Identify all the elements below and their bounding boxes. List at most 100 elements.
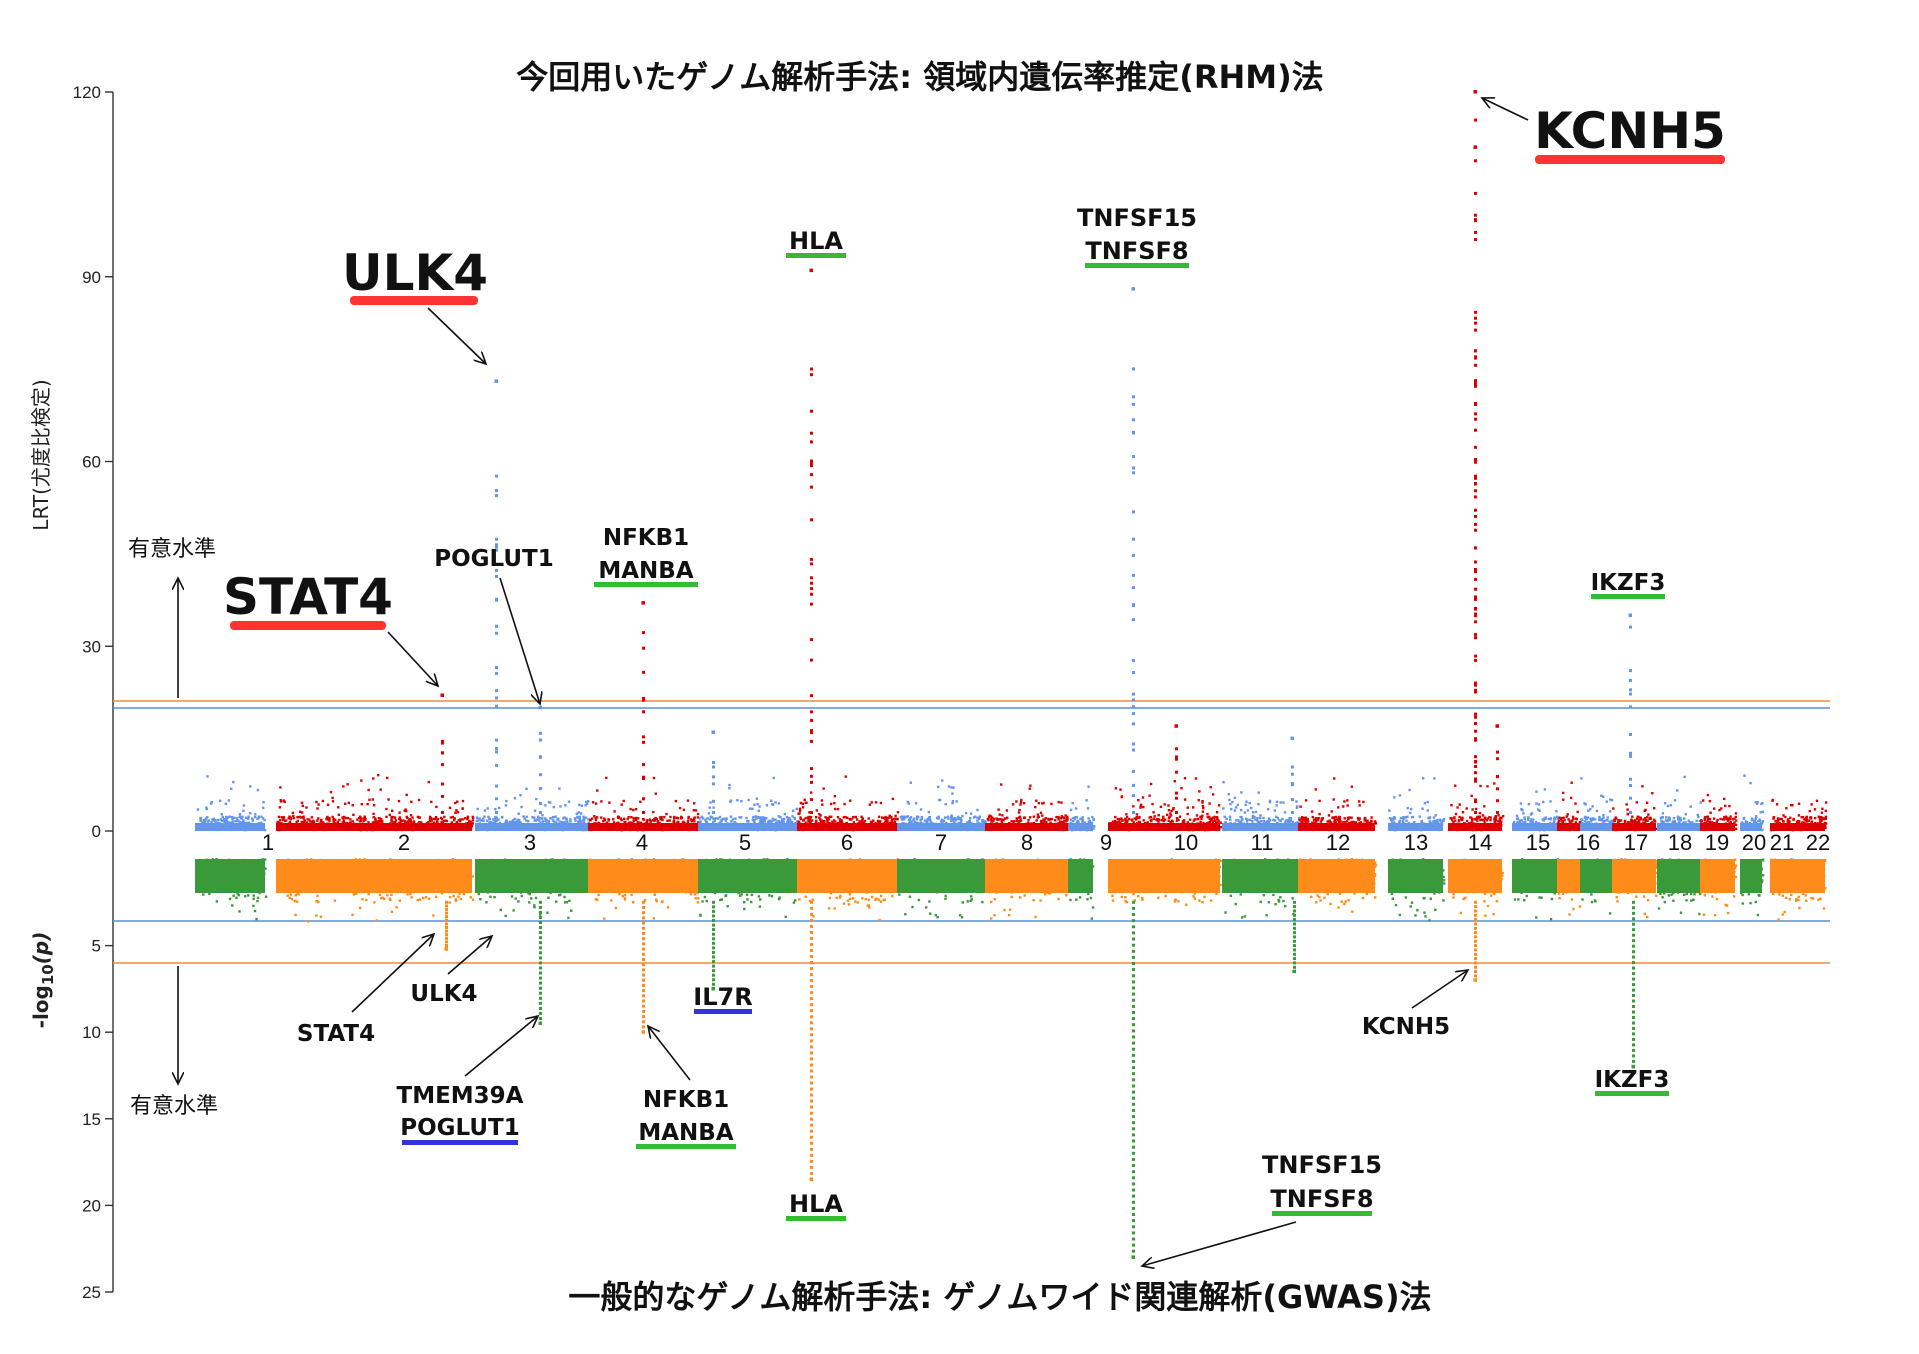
rhm-point: [907, 818, 911, 821]
rhm-point: [577, 820, 580, 823]
rhm-point: [1733, 817, 1736, 820]
rhm-point: [308, 818, 311, 821]
rhm-point: [1041, 802, 1044, 805]
gwas-points: [195, 858, 1827, 1259]
rhm-point: [777, 815, 780, 818]
rhm-peak-point: [1132, 604, 1135, 608]
rhm-point: [1744, 821, 1748, 824]
rhm-density-band: [1700, 823, 1735, 831]
rhm-point: [1258, 820, 1261, 824]
rhm-point: [655, 817, 658, 821]
rhm-point: [760, 821, 763, 824]
rhm-point: [937, 785, 940, 789]
rhm-point: [1483, 805, 1486, 808]
rhm-point: [1363, 816, 1367, 820]
rhm-point: [602, 819, 605, 823]
rhm-point: [420, 821, 423, 824]
rhm-point: [1500, 817, 1503, 820]
rhm-point: [1749, 781, 1752, 785]
rhm-point: [1138, 815, 1141, 819]
rhm-point: [411, 816, 414, 819]
rhm-point: [278, 806, 282, 809]
rhm-peak-point: [1474, 230, 1477, 234]
rhm-point: [256, 788, 260, 792]
rhm-point: [1689, 805, 1692, 808]
rhm-point: [1734, 823, 1738, 826]
rhm-point: [1439, 820, 1442, 823]
rhm-peak-point: [539, 773, 542, 777]
rhm-peak-point: [642, 775, 645, 779]
rhm-point: [1250, 806, 1253, 810]
rhm-point: [279, 786, 282, 789]
rhm-point: [1716, 818, 1719, 822]
y-tick-label-bottom: 15: [82, 1110, 101, 1129]
rhm-point: [1037, 802, 1041, 805]
y-tick-label-top: 30: [82, 637, 101, 656]
rhm-point: [1081, 819, 1084, 822]
rhm-point: [230, 816, 234, 819]
rhm-point: [247, 821, 250, 824]
rhm-point: [808, 815, 811, 819]
gwas-point: [459, 897, 462, 901]
rhm-point: [1267, 817, 1271, 820]
rhm-point: [1041, 814, 1044, 817]
rhm-point: [755, 817, 758, 820]
rhm-peak-point: [810, 581, 813, 585]
rhm-point: [435, 805, 438, 809]
rhm-point: [819, 818, 822, 821]
rhm-point: [762, 816, 765, 819]
gwas-point: [652, 917, 655, 920]
rhm-point: [1708, 799, 1712, 803]
rhm-point: [349, 818, 352, 821]
rhm-point: [1120, 817, 1123, 820]
rhm-point: [403, 820, 406, 823]
rhm-point: [1601, 820, 1605, 823]
rhm-point: [957, 815, 960, 819]
gwas-point: [231, 904, 234, 907]
rhm-point: [1478, 811, 1482, 815]
rhm-point: [696, 812, 700, 816]
rhm-point: [906, 800, 909, 804]
rhm-point: [1118, 817, 1122, 821]
rhm-point: [1483, 816, 1487, 819]
rhm-point: [745, 816, 748, 820]
rhm-point: [731, 818, 735, 821]
rhm-point: [567, 800, 571, 803]
rhm-peak-point: [1175, 747, 1178, 751]
gwas-point: [386, 894, 389, 897]
rhm-peak-point: [495, 704, 498, 708]
rhm-point: [312, 820, 316, 824]
rhm-point: [1125, 815, 1129, 819]
rhm-point: [895, 817, 898, 821]
rhm-point: [371, 821, 374, 824]
rhm-peak-top: [641, 601, 645, 605]
rhm-point: [1706, 817, 1710, 820]
rhm-point: [661, 818, 664, 822]
rhm-point: [938, 798, 941, 802]
rhm-point: [227, 799, 231, 802]
rhm-point: [1186, 812, 1189, 816]
rhm-point: [1771, 798, 1775, 802]
rhm-point: [713, 819, 717, 822]
rhm-point: [789, 821, 792, 824]
rhm-point: [1301, 816, 1304, 819]
rhm-point: [302, 815, 305, 818]
rhm-point: [492, 818, 495, 821]
rhm-point: [674, 799, 678, 803]
rhm-point: [951, 802, 954, 805]
rhm-point: [1300, 820, 1303, 824]
rhm-point: [1753, 821, 1756, 824]
rhm-point: [1368, 821, 1371, 824]
rhm-point: [1639, 816, 1642, 819]
rhm-point: [1478, 815, 1481, 818]
rhm-point: [1006, 816, 1009, 819]
rhm-point: [1222, 781, 1225, 784]
rhm-point: [251, 817, 254, 820]
rhm-point: [505, 819, 508, 822]
rhm-point: [386, 776, 389, 780]
rhm-point: [321, 799, 325, 803]
rhm-point: [863, 819, 867, 823]
rhm-point: [260, 815, 263, 818]
rhm-peak-point: [1132, 692, 1135, 696]
